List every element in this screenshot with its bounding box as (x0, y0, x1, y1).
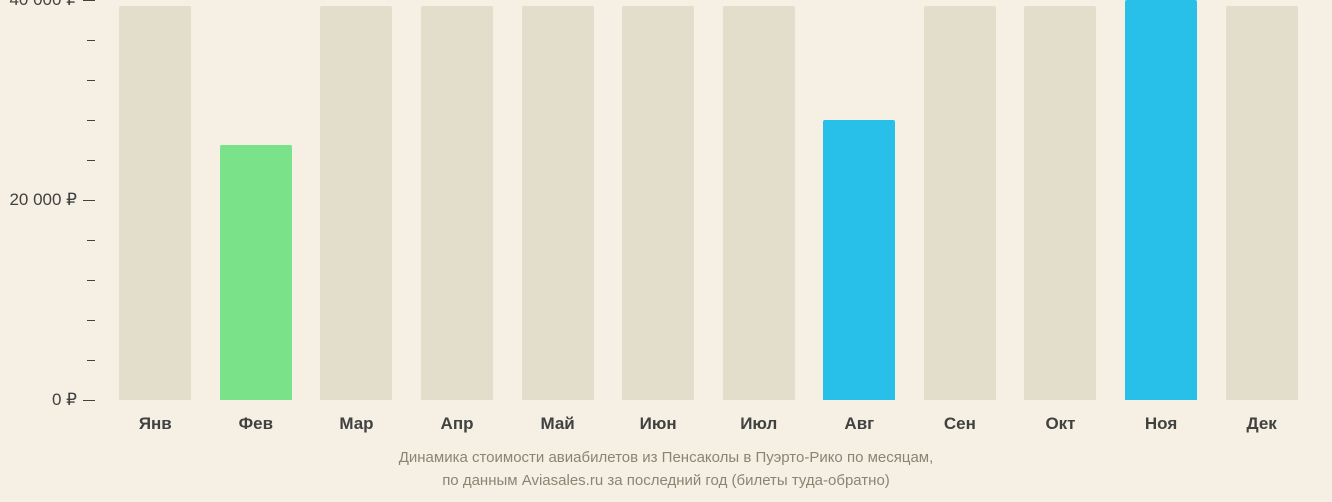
x-axis-label: Дек (1211, 414, 1312, 434)
y-axis-minor-tick (87, 360, 95, 361)
y-axis-label: 0 ₽ (52, 390, 77, 410)
y-axis-minor-tick (87, 320, 95, 321)
x-axis-label: Апр (407, 414, 508, 434)
bar-slot (809, 0, 910, 400)
chart-caption: Динамика стоимости авиабилетов из Пенсак… (0, 447, 1332, 492)
y-axis-minor-tick (87, 160, 95, 161)
bar-slot (910, 0, 1011, 400)
bar-Июл (723, 6, 795, 400)
x-axis-label: Янв (105, 414, 206, 434)
y-axis-minor-tick (87, 80, 95, 81)
bar-Ноя (1125, 0, 1197, 400)
x-axis-label: Фев (206, 414, 307, 434)
x-axis-label: Ноя (1111, 414, 1212, 434)
bar-slot (507, 0, 608, 400)
price-chart: 0 ₽ 20 000 ₽ 40 000 ₽ ЯнвФевМарАпрМайИюнИю… (0, 0, 1332, 502)
bar-slot (608, 0, 709, 400)
bar-Мар (320, 6, 392, 400)
bar-Июн (622, 6, 694, 400)
y-axis-tick (83, 200, 95, 201)
y-axis-label: 40 000 ₽ (9, 0, 77, 10)
bar-slot (1010, 0, 1111, 400)
x-axis-label: Июн (608, 414, 709, 434)
x-axis: ЯнвФевМарАпрМайИюнИюлАвгСенОктНояДек (95, 400, 1322, 445)
x-axis-label: Мар (306, 414, 407, 434)
caption-line-2: по данным Aviasales.ru за последний год … (0, 470, 1332, 493)
y-axis-minor-tick (87, 40, 95, 41)
y-axis-minor-tick (87, 240, 95, 241)
bar-Сен (924, 6, 996, 400)
bar-Апр (421, 6, 493, 400)
bar-Окт (1024, 6, 1096, 400)
bar-slot (206, 0, 307, 400)
bar-slot (407, 0, 508, 400)
bar-slot (708, 0, 809, 400)
x-axis-label: Окт (1010, 414, 1111, 434)
bar-slot (1111, 0, 1212, 400)
x-labels: ЯнвФевМарАпрМайИюнИюлАвгСенОктНояДек (105, 414, 1312, 434)
y-axis: 0 ₽20 000 ₽40 000 ₽ (0, 0, 95, 400)
bar-slot (1211, 0, 1312, 400)
x-axis-label: Авг (809, 414, 910, 434)
plot-area (95, 0, 1322, 400)
bar-Дек (1226, 6, 1298, 400)
y-axis-minor-tick (87, 120, 95, 121)
bars-row (105, 0, 1312, 400)
bar-slot (306, 0, 407, 400)
y-axis-label: 20 000 ₽ (9, 190, 77, 210)
x-axis-label: Июл (708, 414, 809, 434)
y-axis-tick (83, 400, 95, 401)
caption-line-1: Динамика стоимости авиабилетов из Пенсак… (0, 447, 1332, 470)
x-axis-label: Май (507, 414, 608, 434)
x-axis-label: Сен (910, 414, 1011, 434)
y-axis-tick (83, 0, 95, 1)
bar-Янв (119, 6, 191, 400)
bar-Май (522, 6, 594, 400)
y-axis-minor-tick (87, 280, 95, 281)
bar-slot (105, 0, 206, 400)
bar-Фев (220, 145, 292, 400)
bar-Авг (823, 120, 895, 400)
